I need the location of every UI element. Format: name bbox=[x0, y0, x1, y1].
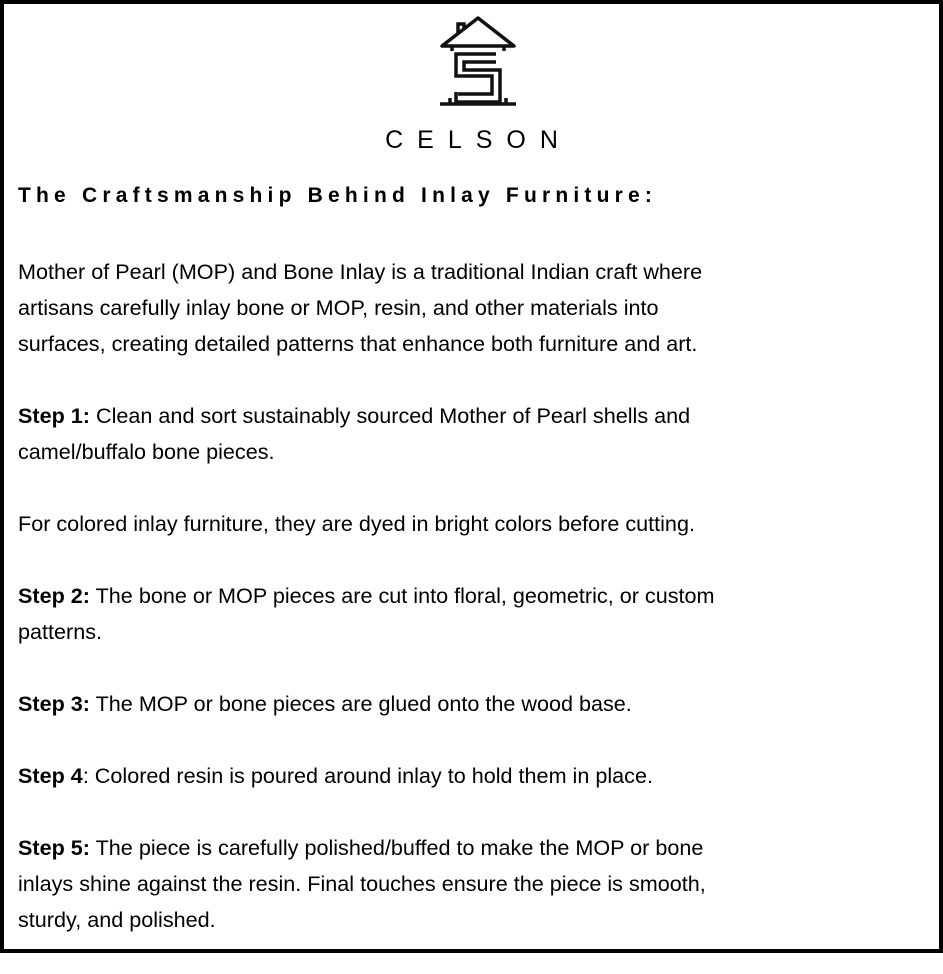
step-label: Step 5: bbox=[18, 835, 90, 860]
intro-line: surfaces, creating detailed patterns tha… bbox=[18, 331, 698, 356]
step-1: Step 1: Clean and sort sustainably sourc… bbox=[18, 398, 715, 470]
note-text: For colored inlay furniture, they are dy… bbox=[18, 511, 695, 536]
document-frame: CELSON The Craftsmanship Behind Inlay Fu… bbox=[0, 0, 943, 953]
colored-note: For colored inlay furniture, they are dy… bbox=[18, 506, 715, 542]
step-4: Step 4: Colored resin is poured around i… bbox=[18, 758, 715, 794]
page-title: The Craftsmanship Behind Inlay Furniture… bbox=[18, 184, 658, 207]
document-body: Mother of Pearl (MOP) and Bone Inlay is … bbox=[18, 254, 715, 974]
step-text: sturdy, and polished. bbox=[18, 907, 216, 932]
intro-paragraph: Mother of Pearl (MOP) and Bone Inlay is … bbox=[18, 254, 715, 362]
step-text: The MOP or bone pieces are glued onto th… bbox=[90, 691, 632, 716]
brand-name: CELSON bbox=[385, 126, 572, 154]
step-5: Step 5: The piece is carefully polished/… bbox=[18, 830, 715, 938]
step-text: The bone or MOP pieces are cut into flor… bbox=[90, 583, 715, 608]
intro-line: Mother of Pearl (MOP) and Bone Inlay is … bbox=[18, 259, 703, 284]
step-text: camel/buffalo bone pieces. bbox=[18, 439, 275, 464]
step-3: Step 3: The MOP or bone pieces are glued… bbox=[18, 686, 715, 722]
step-text: patterns. bbox=[18, 619, 103, 644]
step-text: Clean and sort sustainably sourced Mothe… bbox=[90, 403, 691, 428]
step-label: Step 1: bbox=[18, 403, 90, 428]
house-s-logo-icon bbox=[440, 16, 516, 106]
step-label: Step 3: bbox=[18, 691, 90, 716]
step-text: The piece is carefully polished/buffed t… bbox=[90, 835, 704, 860]
step-label: Step 4 bbox=[18, 763, 83, 788]
step-2: Step 2: The bone or MOP pieces are cut i… bbox=[18, 578, 715, 650]
step-text: inlays shine against the resin. Final to… bbox=[18, 871, 706, 896]
step-label: Step 2: bbox=[18, 583, 90, 608]
step-text: : Colored resin is poured around inlay t… bbox=[82, 763, 653, 788]
intro-line: artisans carefully inlay bone or MOP, re… bbox=[18, 295, 659, 320]
